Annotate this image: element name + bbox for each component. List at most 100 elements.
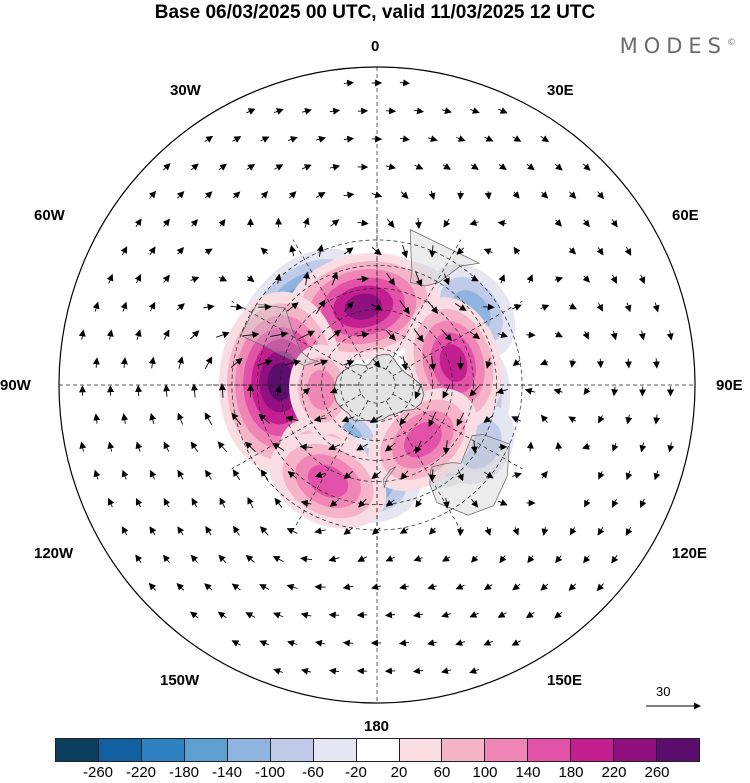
wind-arrow: [512, 583, 521, 591]
wind-arrow: [583, 387, 591, 396]
wind-arrow: [260, 526, 269, 536]
wind-arrow: [497, 611, 507, 618]
wind-arrow: [343, 191, 355, 199]
wind-arrow: [329, 163, 341, 171]
colorbar-labels: -260 -220 -180 -140 -100 -60 -20 20 60 100 140 180 2…: [55, 764, 700, 782]
wind-arrow: [512, 135, 522, 142]
wind-arrow: [470, 163, 479, 170]
wind-arrow: [554, 163, 563, 171]
wind-arrow: [356, 331, 370, 339]
wind-arrow: [568, 583, 577, 591]
australia: [429, 434, 510, 516]
wind-arrow: [135, 497, 143, 508]
wind-arrow: [343, 360, 355, 367]
wind-arrow: [541, 527, 549, 536]
wind-arrow: [554, 330, 563, 338]
wind-arrow: [258, 413, 271, 424]
wind-arrow: [582, 219, 590, 228]
wind-arrow: [242, 331, 260, 339]
wind-arrow: [414, 217, 422, 230]
colorbar-tick-label: -60: [302, 764, 324, 781]
wind-arrow: [415, 440, 422, 454]
colorbar-swatch: [141, 739, 185, 761]
wind-arrow: [301, 667, 312, 675]
wind-arrow: [204, 135, 214, 143]
wind-arrow: [204, 412, 213, 426]
wind-arrow: [343, 79, 355, 87]
meridian-line: [292, 400, 369, 531]
wind-arrow: [485, 358, 493, 369]
colorbar: [55, 738, 700, 762]
wind-arrow: [370, 303, 383, 311]
wind-arrow: [300, 611, 312, 619]
wind-arrow: [314, 471, 326, 479]
wind-arrow: [498, 163, 507, 171]
wind-arrow: [496, 387, 508, 395]
wind-arrow: [540, 304, 550, 311]
wind-arrow: [314, 527, 326, 535]
wind-arrow: [148, 246, 156, 256]
wind-arrow: [469, 219, 479, 226]
wind-arrow: [259, 640, 269, 647]
wind-arrow: [385, 499, 395, 507]
wind-arrow: [568, 416, 577, 424]
wind-arrow: [441, 667, 452, 675]
wind-arrow: [598, 471, 605, 480]
wind-arrow: [540, 135, 550, 143]
wind-arrow: [286, 583, 298, 591]
wind-arrow: [511, 639, 521, 646]
wind-arrow: [653, 414, 661, 425]
wind-arrow: [148, 190, 157, 199]
wind-arrow: [232, 469, 241, 481]
lon-label-30w: 30W: [170, 82, 201, 99]
wind-arrow: [273, 668, 284, 675]
wind-arrow: [287, 640, 298, 647]
wind-arrow: [442, 440, 450, 455]
wind-arrow: [511, 472, 522, 479]
wind-arrow: [135, 441, 143, 452]
wind-arrow: [583, 555, 591, 564]
wind-arrow: [176, 303, 185, 311]
wind-arrow: [190, 330, 200, 340]
wind-arrow: [120, 301, 128, 312]
meridian-line: [392, 393, 523, 470]
wind-arrow: [540, 358, 549, 366]
wind-arrow: [329, 107, 341, 115]
wind-arrow: [384, 611, 396, 619]
wind-arrow: [274, 497, 283, 508]
wind-arrow: [190, 383, 198, 398]
wind-arrow: [287, 136, 298, 143]
wind-arrow: [540, 583, 549, 591]
wind-arrow: [596, 191, 605, 200]
colorbar-tick-label: 60: [433, 764, 451, 781]
wind-arrow: [385, 329, 396, 341]
colorbar-tick-label: -180: [168, 764, 200, 781]
wind-arrow: [284, 359, 302, 366]
wind-arrow: [371, 471, 382, 480]
lon-label-90w: 90W: [0, 377, 31, 394]
wind-arrow: [427, 639, 438, 647]
meridian-line: [392, 300, 523, 377]
wind-arrow: [412, 667, 424, 675]
wind-arrow: [357, 275, 369, 283]
meridian-line: [385, 400, 462, 531]
wind-arrow: [343, 247, 354, 255]
wind-arrow: [584, 499, 591, 508]
colorbar-tick-label: 180: [558, 764, 584, 781]
colorbar-tick-label: 20: [390, 764, 408, 781]
wind-arrow: [399, 79, 411, 87]
wind-arrow: [469, 385, 480, 397]
wind-arrow: [569, 527, 577, 536]
wind-arrow: [441, 555, 451, 562]
wind-arrow: [511, 304, 522, 311]
wind-arrow: [511, 416, 522, 423]
wind-arrow: [78, 329, 86, 340]
wind-arrow: [288, 191, 297, 199]
wind-arrow: [134, 218, 142, 228]
wind-arrow: [399, 527, 409, 534]
anomaly-positive: [286, 252, 440, 361]
wind-arrow: [302, 217, 310, 228]
map-border: [58, 66, 696, 704]
wind-arrow: [625, 414, 633, 425]
wind-arrow: [190, 163, 199, 171]
